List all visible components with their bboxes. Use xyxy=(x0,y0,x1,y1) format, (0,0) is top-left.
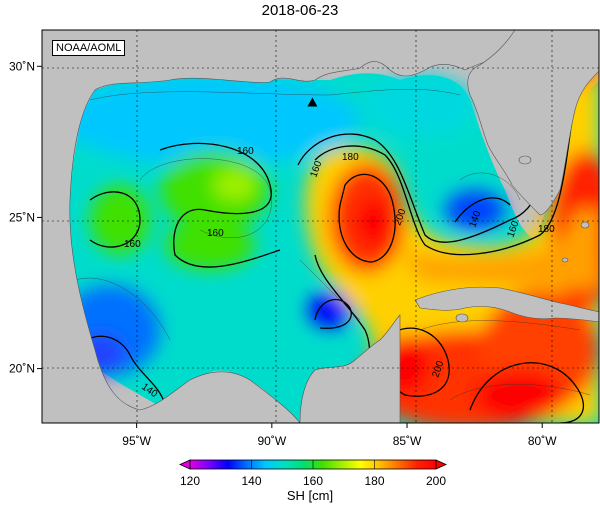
contour-label: 160 xyxy=(237,146,254,157)
landmasses xyxy=(42,30,599,423)
contour-label: 160 xyxy=(207,228,224,239)
triangle-marker-icon xyxy=(307,97,318,107)
contour-eddy-200 xyxy=(338,173,396,263)
lon-tick-label: 80˚W xyxy=(528,434,557,448)
land-us-coast xyxy=(42,30,516,423)
colorbar-max-arrow xyxy=(435,459,447,470)
colorbar: 120 140 160 180 200 xyxy=(179,459,447,488)
land-cuba xyxy=(414,286,599,323)
plot-frame xyxy=(41,29,600,424)
colorbar-unit-label: SH [cm] xyxy=(286,488,334,503)
colorbar-tick-label: 200 xyxy=(426,474,446,488)
colorbar-tick-label: 180 xyxy=(364,474,384,488)
lon-tick-label: 95˚W xyxy=(122,434,151,448)
land-isle-of-youth xyxy=(455,313,469,323)
contour-label: 180 xyxy=(342,152,359,163)
colorbar-ticks: 120 140 160 180 200 xyxy=(180,460,446,488)
contour-140-east xyxy=(454,197,511,223)
longitude-ticks: 95˚W 90˚W 85˚W 80˚W xyxy=(122,423,557,448)
map-title: 2018-06-23 xyxy=(261,2,339,19)
colorbar-tick-label: 160 xyxy=(303,474,323,488)
land-bahamas-c xyxy=(561,257,569,263)
land-bahamas-a xyxy=(518,155,532,165)
lon-tick-label: 90˚W xyxy=(257,434,286,448)
contour-160-west-a xyxy=(159,142,281,268)
agency-label: NOAA/AOML xyxy=(52,40,126,56)
contour-label: 180 xyxy=(538,224,555,235)
colorbar-tick-label: 120 xyxy=(180,474,200,488)
lat-tick-label: 25˚N xyxy=(9,210,35,224)
lat-tick-label: 30˚N xyxy=(9,59,35,73)
land-bahamas-b xyxy=(580,221,590,229)
lat-tick-label: 20˚N xyxy=(9,362,35,376)
contour-140-west xyxy=(79,335,166,406)
latitude-ticks: 30˚N 25˚N 20˚N xyxy=(9,59,42,376)
contour-160-west-b xyxy=(89,191,141,248)
contour-label: 160 xyxy=(124,239,141,250)
land-florida xyxy=(467,30,599,216)
colorbar-min-arrow xyxy=(179,459,191,470)
lon-tick-label: 85˚W xyxy=(393,434,422,448)
contour-caribbean-200b xyxy=(469,362,584,423)
contour-140-low xyxy=(314,298,352,329)
land-yucatan xyxy=(299,314,401,423)
graticule xyxy=(42,30,599,423)
colorbar-tick-label: 140 xyxy=(241,474,261,488)
